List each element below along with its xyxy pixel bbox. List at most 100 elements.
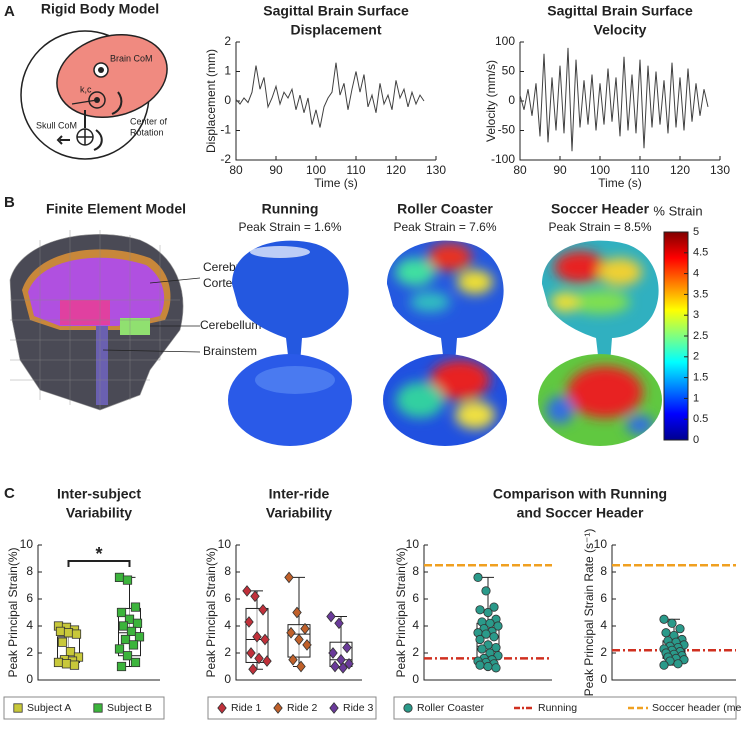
point xyxy=(65,647,76,657)
y-axis-label: Displacement (mm) xyxy=(204,49,218,153)
point xyxy=(260,633,270,646)
legend-label: Roller Coaster xyxy=(417,702,485,714)
y-tick-label: 1 xyxy=(224,64,231,78)
point xyxy=(116,607,127,618)
diagram-label: Brain CoM xyxy=(110,53,153,63)
point xyxy=(114,644,125,654)
chart-title: Variability xyxy=(66,505,132,521)
fe-title: Finite Element Model xyxy=(46,201,186,217)
point xyxy=(114,572,125,583)
legend xyxy=(3,696,165,720)
point xyxy=(473,572,483,583)
diagram-label: Rotation xyxy=(130,127,164,137)
point xyxy=(130,602,141,612)
y-tick-label: 4 xyxy=(693,268,699,280)
y-tick-label: 10 xyxy=(218,537,232,551)
point xyxy=(673,659,683,669)
y-tick-label: 8 xyxy=(26,564,33,578)
point xyxy=(489,602,499,612)
fe-label: Cortex xyxy=(203,276,238,290)
point xyxy=(296,660,306,673)
y-tick-label: 0 xyxy=(26,672,33,686)
group-title: Comparison with Running xyxy=(493,486,667,502)
point xyxy=(122,651,133,661)
point xyxy=(300,622,310,635)
y-tick-label: 2 xyxy=(412,645,419,659)
colorbar-title: % Strain xyxy=(653,203,702,218)
point xyxy=(250,590,260,603)
legend-label: Running xyxy=(538,702,577,714)
point xyxy=(128,640,139,650)
x-tick-label: 100 xyxy=(306,163,326,177)
y-tick-label: 4 xyxy=(412,618,419,632)
point xyxy=(288,653,298,666)
chart-title: Inter-subject xyxy=(57,486,141,502)
point xyxy=(130,657,141,668)
point xyxy=(475,634,485,645)
x-tick-label: 110 xyxy=(630,163,649,177)
map-title: Roller Coaster xyxy=(397,201,493,217)
point xyxy=(493,621,503,631)
y-tick-label: 10 xyxy=(20,537,34,551)
point xyxy=(126,626,137,637)
legend-label: Subject B xyxy=(107,702,152,714)
group-title: and Soccer Header xyxy=(517,505,644,521)
point xyxy=(132,618,143,628)
point xyxy=(217,702,227,714)
point xyxy=(481,629,491,639)
point xyxy=(292,606,302,619)
point xyxy=(120,634,131,645)
axis xyxy=(235,42,436,161)
chart-title: Sagittal Brain Surface xyxy=(547,3,693,19)
point xyxy=(273,702,283,714)
y-tick-label: 6 xyxy=(224,591,231,605)
y-tick-label: 4.5 xyxy=(693,247,708,259)
point xyxy=(667,618,677,628)
strain-map-roller-coaster: Roller Coaster Peak Strain = 7.6% xyxy=(383,201,507,446)
point xyxy=(302,639,312,651)
x-tick-label: 80 xyxy=(229,163,243,177)
y-tick-label: 4 xyxy=(224,618,231,632)
point xyxy=(659,660,669,670)
legend-label: Subject A xyxy=(27,702,71,714)
y-tick-label: 2 xyxy=(224,645,231,659)
point xyxy=(134,632,145,642)
point xyxy=(329,702,339,714)
strain-map-soccer-header: Soccer Header Peak Strain = 8.5% xyxy=(538,201,662,446)
point xyxy=(244,616,254,628)
series-line xyxy=(519,47,709,152)
legend-label: Soccer header (median) xyxy=(652,702,741,714)
y-tick-label: 2 xyxy=(26,645,33,659)
point xyxy=(284,571,294,584)
point xyxy=(63,628,74,638)
y-tick-label: 4 xyxy=(26,618,33,632)
x-tick-label: 130 xyxy=(426,163,446,177)
point xyxy=(477,644,487,654)
point xyxy=(57,637,68,647)
point xyxy=(53,657,64,668)
x-axis-label: Time (s) xyxy=(598,176,642,190)
y-tick-label: 2.5 xyxy=(693,330,708,342)
y-tick-label: 1.5 xyxy=(693,372,708,384)
y-tick-label: -100 xyxy=(491,152,515,166)
point xyxy=(661,628,671,638)
point xyxy=(330,660,340,673)
point xyxy=(326,610,336,623)
diagram-label: Skull CoM xyxy=(36,120,77,130)
y-tick-label: 8 xyxy=(600,564,607,578)
point xyxy=(116,661,127,672)
y-tick-label: 50 xyxy=(502,64,516,78)
x-tick-label: 130 xyxy=(710,163,730,177)
y-tick-label: 6 xyxy=(26,591,33,605)
point xyxy=(246,647,256,659)
point xyxy=(475,605,485,615)
y-tick-label: 8 xyxy=(412,564,419,578)
y-tick-label: 5 xyxy=(693,226,699,238)
point xyxy=(334,617,344,630)
point xyxy=(254,652,264,665)
point xyxy=(675,624,685,634)
point xyxy=(286,626,296,639)
diagram-label: Center of xyxy=(130,116,168,126)
map-peak: Peak Strain = 7.6% xyxy=(393,220,496,234)
